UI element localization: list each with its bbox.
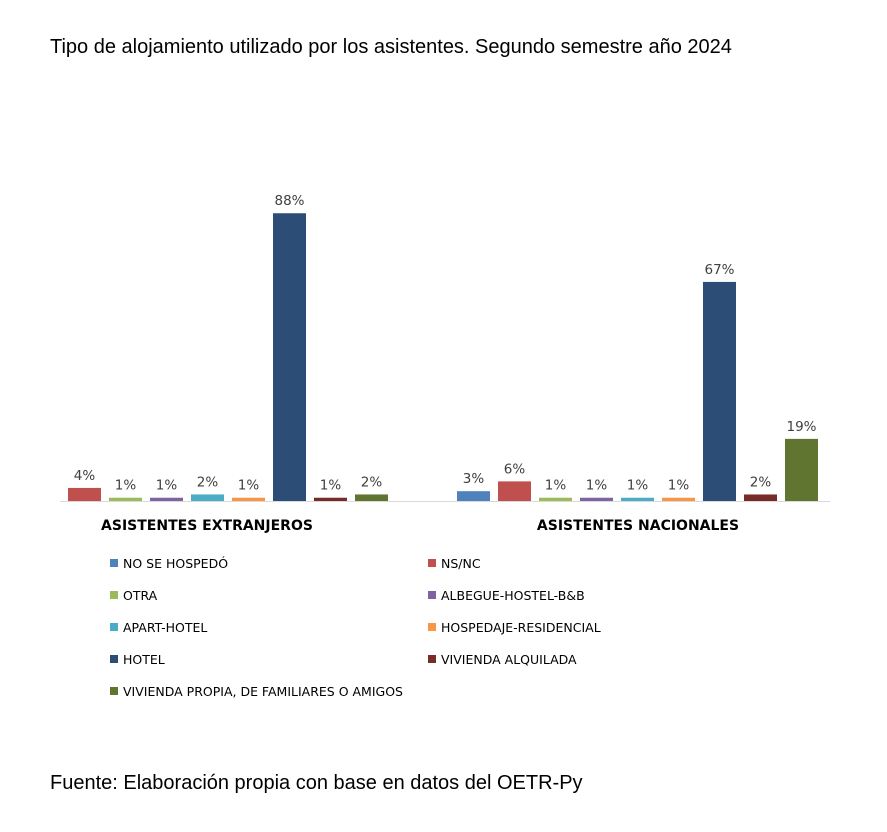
bar <box>191 494 224 501</box>
bar <box>539 497 572 501</box>
data-label: 2% <box>750 474 772 490</box>
bar <box>785 438 818 501</box>
bar <box>498 481 531 501</box>
legend-swatch <box>428 591 436 599</box>
data-label: 1% <box>156 478 178 494</box>
legend-swatch <box>110 591 118 599</box>
bar <box>355 494 388 501</box>
bar <box>150 497 183 501</box>
data-label: 2% <box>197 474 219 490</box>
data-label: 1% <box>627 478 649 494</box>
group-label: ASISTENTES NACIONALES <box>537 518 739 534</box>
legend-label: HOTEL <box>123 652 165 667</box>
data-label: 19% <box>786 419 816 435</box>
data-label: 1% <box>545 478 567 494</box>
bar <box>621 497 654 501</box>
legend-swatch <box>110 655 118 663</box>
legend-label: ALBEGUE-HOSTEL-B&B <box>441 588 585 603</box>
bar <box>314 497 347 501</box>
legend-swatch <box>110 559 118 567</box>
bar <box>68 487 101 501</box>
data-label: 1% <box>586 478 608 494</box>
legend-swatch <box>110 623 118 631</box>
legend-label: APART-HOTEL <box>123 620 207 635</box>
legend-swatch <box>428 655 436 663</box>
data-label: 1% <box>668 478 690 494</box>
data-label: 1% <box>115 478 137 494</box>
bar <box>109 497 142 501</box>
bar <box>662 497 695 501</box>
bar <box>457 491 490 501</box>
legend-label: NS/NC <box>441 556 481 571</box>
bar-chart: 4% 1% 1% 2% 1% 88% 1% 2% ASISTENTES EXTRANJEROS 3… <box>60 193 830 699</box>
data-label: 6% <box>504 461 526 477</box>
data-label: 2% <box>361 474 383 490</box>
legend-label: HOSPEDAJE-RESIDENCIAL <box>441 620 601 635</box>
legend-swatch <box>428 559 436 567</box>
legend-swatch <box>110 687 118 695</box>
source-note: Fuente: Elaboración propia con base en d… <box>50 772 583 794</box>
bar <box>744 494 777 501</box>
data-label: 67% <box>704 262 734 278</box>
group-label: ASISTENTES EXTRANJEROS <box>101 518 313 534</box>
legend-label: OTRA <box>123 588 158 603</box>
data-label: 3% <box>463 471 485 487</box>
legend-label: NO SE HOSPEDÓ <box>123 556 228 571</box>
data-label: 88% <box>274 193 304 209</box>
data-label: 1% <box>320 478 342 494</box>
bar <box>580 497 613 501</box>
bar <box>273 213 306 502</box>
legend-label: VIVIENDA ALQUILADA <box>441 652 577 667</box>
chart-title: Tipo de alojamiento utilizado por los as… <box>50 36 732 58</box>
data-label: 4% <box>74 468 96 484</box>
bar <box>232 497 265 501</box>
legend-swatch <box>428 623 436 631</box>
bar <box>703 281 736 501</box>
data-label: 1% <box>238 478 260 494</box>
legend-label: VIVIENDA PROPIA, DE FAMILIARES O AMIGOS <box>123 684 403 699</box>
